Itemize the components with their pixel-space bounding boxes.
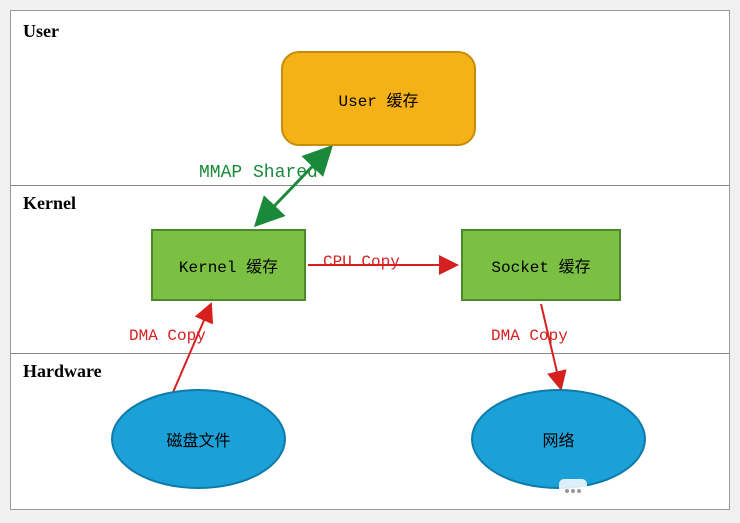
watermark-text: aCloudDeveloper: [593, 483, 701, 499]
edge-dma-2: [541, 304, 561, 389]
diagram-canvas: User Kernel Hardware User 缓存 Kernel 缓存 S…: [10, 10, 730, 510]
edge-mmap: [256, 147, 331, 225]
edge-label-dma-1: DMA Copy: [129, 327, 206, 345]
node-disk-file: 磁盘文件: [111, 389, 286, 489]
edge-label-cpu-copy: CPU Copy: [323, 253, 400, 271]
wechat-icon: [559, 479, 587, 503]
node-kernel-cache: Kernel 缓存: [151, 229, 306, 301]
node-user-cache: User 缓存: [281, 51, 476, 146]
node-network: 网络: [471, 389, 646, 489]
section-label-user: User: [23, 21, 59, 42]
edge-dma-1: [171, 304, 211, 397]
edge-label-dma-2: DMA Copy: [491, 327, 568, 345]
section-label-kernel: Kernel: [23, 193, 76, 214]
edge-label-mmap: MMAP Shared: [199, 163, 318, 183]
section-label-hardware: Hardware: [23, 361, 102, 382]
divider-kernel-hardware: [11, 353, 729, 354]
watermark: aCloudDeveloper: [559, 479, 701, 503]
node-socket-cache: Socket 缓存: [461, 229, 621, 301]
divider-user-kernel: [11, 185, 729, 186]
